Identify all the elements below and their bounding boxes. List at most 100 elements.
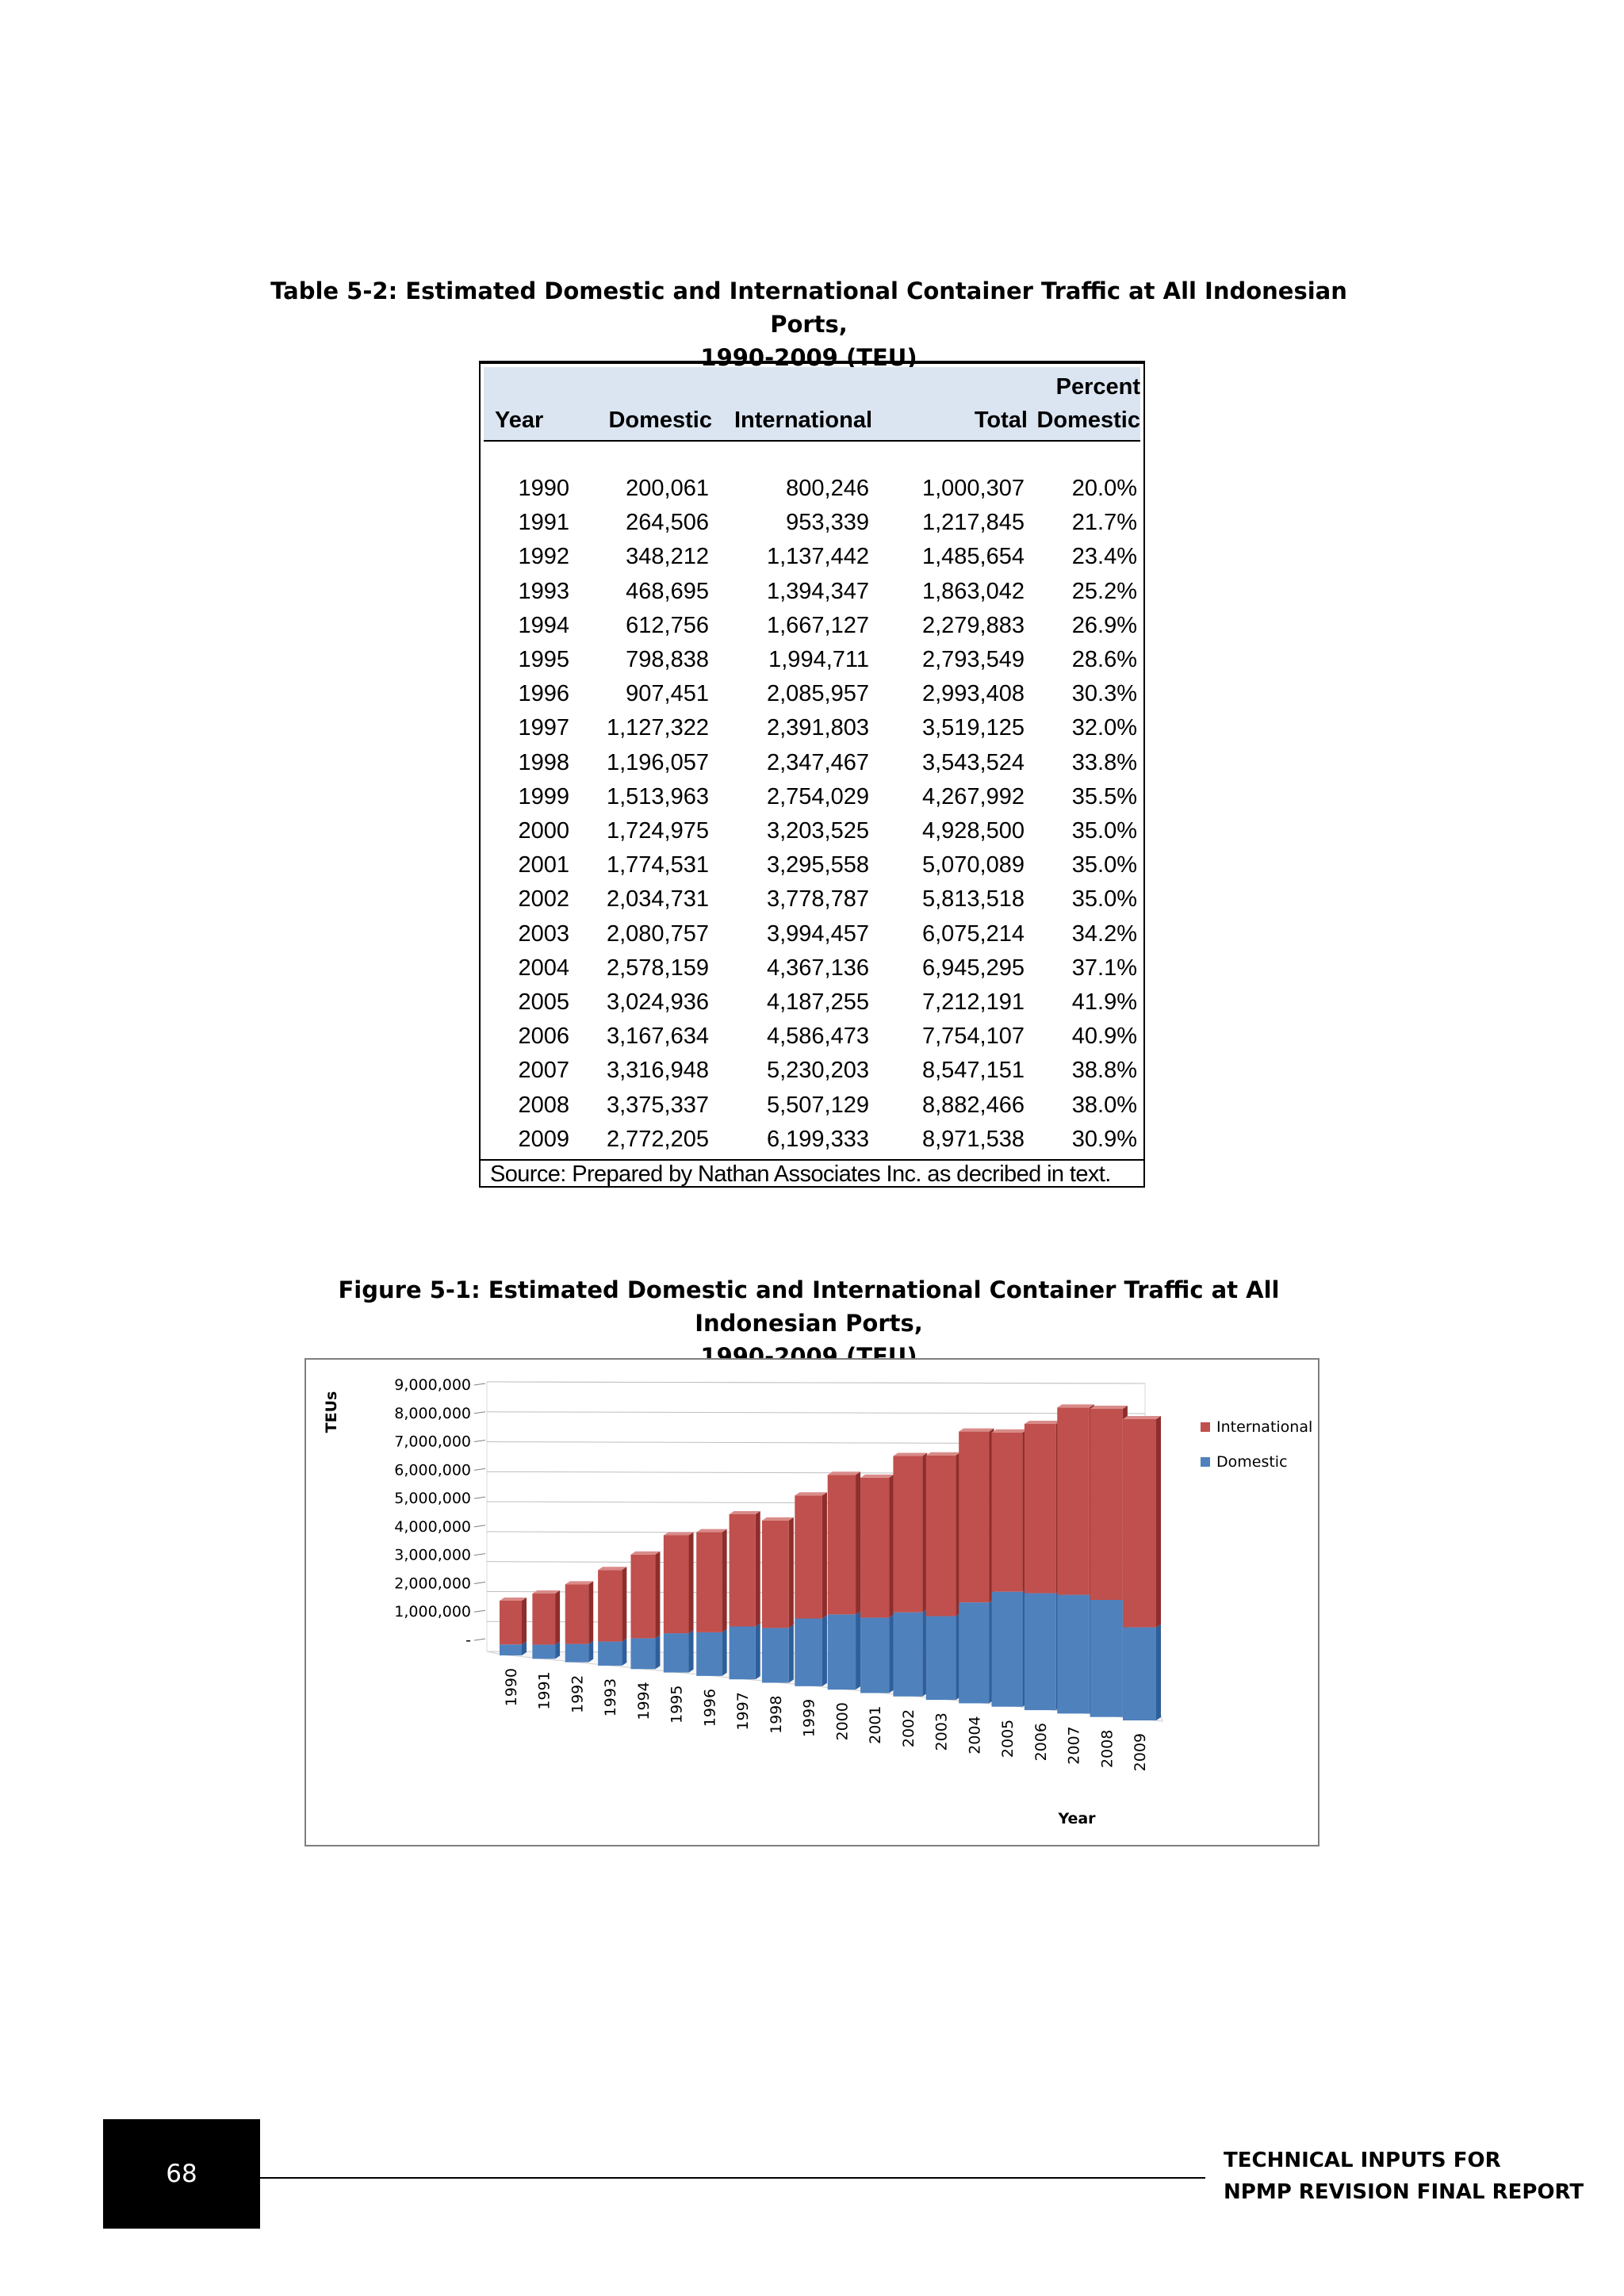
bar-international <box>893 1456 923 1613</box>
bar-domestic <box>795 1618 822 1686</box>
cell-international: 800,246 <box>786 476 869 501</box>
cell-domestic: 612,756 <box>626 612 709 638</box>
bar-international <box>696 1532 722 1632</box>
bar-domestic-side <box>555 1641 561 1659</box>
chart-svg: - 1,000,000 2,000,000 3,000,000 4,000,000 5,0… <box>323 1376 1312 1827</box>
table-source: Source: Prepared by Nathan Associates In… <box>490 1161 1111 1187</box>
cell-domestic: 2,080,757 <box>606 920 709 947</box>
bar-international <box>959 1431 990 1603</box>
cell-percent: 38.8% <box>1071 1058 1137 1084</box>
bar-international-side <box>889 1474 894 1618</box>
chart-y-axis-label: TEUs <box>323 1391 340 1433</box>
bar-top <box>598 1567 627 1571</box>
cell-domestic: 468,695 <box>626 578 709 604</box>
table-row: 1999 1,513,963 2,754,029 4,267,992 35.5% <box>481 780 1143 814</box>
source-rule <box>481 1159 1143 1161</box>
bar-international <box>761 1520 789 1628</box>
bar-international-side <box>822 1492 827 1619</box>
bar-international-side <box>722 1529 727 1632</box>
x-tick-label: 1994 <box>635 1682 653 1720</box>
cell-international: 3,203,525 <box>766 818 869 844</box>
table-row: 1992 348,212 1,137,442 1,485,654 23.4% <box>481 540 1143 574</box>
bar-international <box>663 1535 689 1634</box>
cell-international: 2,754,029 <box>766 783 869 809</box>
cell-year: 2001 <box>518 852 569 878</box>
header-total: Total <box>974 408 1028 433</box>
table-row: 1996 907,451 2,085,957 2,993,408 30.3% <box>481 677 1143 711</box>
y-tick-label: 4,000,000 <box>394 1518 471 1536</box>
table-row: 2001 1,774,531 3,295,558 5,070,089 35.0% <box>481 848 1143 882</box>
cell-total: 8,971,538 <box>921 1126 1025 1152</box>
table-caption: Table 5-2: Estimated Domestic and Intern… <box>270 274 1348 374</box>
bar-international-side <box>788 1517 794 1628</box>
x-tick-label: 2008 <box>1098 1730 1116 1768</box>
table-caption-line2: 1990-2009 (TEU) <box>700 344 917 371</box>
y-tick-mark <box>473 1383 486 1386</box>
chart-bars <box>500 1404 1161 1720</box>
table-row: 2005 3,024,936 4,187,255 7,212,191 41.9% <box>481 985 1143 1020</box>
y-tick-label: 8,000,000 <box>394 1405 471 1422</box>
bar-domestic <box>663 1633 689 1673</box>
bar-international <box>532 1594 556 1645</box>
bar-international-side <box>655 1551 661 1639</box>
bar-domestic <box>729 1626 756 1680</box>
cell-international: 4,367,136 <box>766 955 869 981</box>
cell-international: 5,230,203 <box>766 1058 869 1084</box>
bar-top <box>500 1598 527 1601</box>
cell-year: 1999 <box>518 783 569 809</box>
cell-domestic: 1,774,531 <box>606 852 709 878</box>
table-row: 2009 2,772,205 6,199,333 8,971,538 30.9% <box>481 1123 1143 1157</box>
table-row: 2003 2,080,757 3,994,457 6,075,214 34.2% <box>481 917 1143 951</box>
cell-total: 4,267,992 <box>921 783 1025 809</box>
bar-top <box>925 1452 961 1456</box>
cell-domestic: 264,506 <box>626 510 709 536</box>
cell-international: 2,347,467 <box>766 749 869 775</box>
cell-percent: 20.0% <box>1071 476 1137 501</box>
cell-percent: 23.4% <box>1071 544 1137 570</box>
bar-stack-2004 <box>959 1428 994 1704</box>
cell-percent: 25.2% <box>1071 578 1137 604</box>
cell-total: 8,547,151 <box>921 1058 1025 1084</box>
cell-percent: 37.1% <box>1071 955 1137 981</box>
cell-year: 1993 <box>518 578 569 604</box>
x-tick-label: 2003 <box>933 1712 951 1751</box>
bar-domestic <box>827 1614 856 1690</box>
cell-international: 3,295,558 <box>766 852 869 878</box>
cell-domestic: 3,167,634 <box>606 1024 709 1050</box>
bar-international <box>598 1570 622 1642</box>
cell-year: 2006 <box>518 1024 569 1050</box>
x-tick-label: 2001 <box>867 1705 884 1743</box>
x-tick-label: 2002 <box>900 1709 917 1747</box>
header-percent-line2: Domestic <box>1036 408 1140 433</box>
y-tick-mark <box>473 1468 486 1471</box>
bar-stack-2008 <box>1090 1406 1128 1717</box>
bar-stack-2006 <box>1024 1421 1061 1711</box>
cell-year: 1996 <box>518 681 569 707</box>
bar-international-side <box>688 1532 694 1634</box>
bar-international <box>1090 1409 1123 1600</box>
bar-domestic-side <box>622 1638 627 1666</box>
bar-international <box>1123 1419 1156 1628</box>
footer-rule <box>260 2177 1205 2179</box>
bar-domestic <box>630 1638 656 1670</box>
cell-domestic: 2,772,205 <box>606 1126 709 1152</box>
cell-year: 1998 <box>518 749 569 775</box>
cell-domestic: 1,513,963 <box>606 783 709 809</box>
bar-top <box>532 1590 561 1594</box>
bar-international <box>630 1554 656 1639</box>
bar-international-side <box>555 1590 561 1645</box>
cell-international: 1,137,442 <box>766 544 869 570</box>
bar-international-side <box>1156 1416 1161 1628</box>
bar-stack-2009 <box>1123 1416 1161 1720</box>
table-row: 1990 200,061 800,246 1,000,307 20.0% <box>481 472 1143 506</box>
bar-international <box>827 1475 856 1615</box>
bar-top <box>1123 1416 1161 1419</box>
bar-international <box>925 1455 956 1617</box>
bar-domestic-side <box>688 1630 694 1673</box>
bar-domestic-side <box>588 1640 594 1663</box>
cell-international: 2,391,803 <box>766 715 869 741</box>
legend-label-domestic: Domestic <box>1216 1453 1288 1471</box>
y-tick-label: 6,000,000 <box>394 1461 471 1479</box>
bar-domestic <box>598 1641 622 1666</box>
cell-percent: 38.0% <box>1071 1092 1137 1118</box>
